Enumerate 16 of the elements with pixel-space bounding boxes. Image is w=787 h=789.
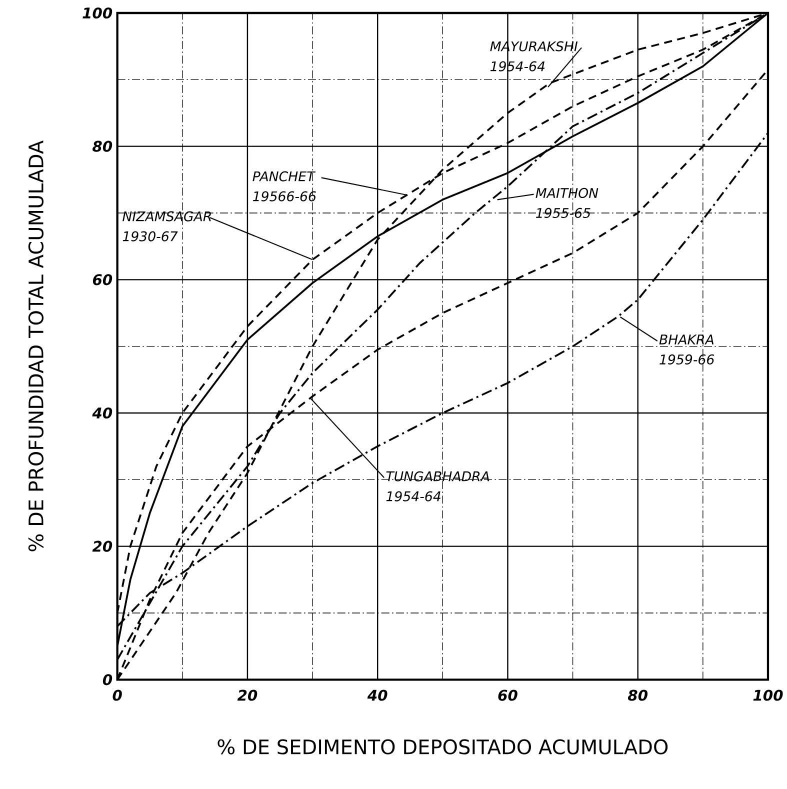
y-tick-label: 100	[82, 7, 112, 19]
y-tick-label: 40	[92, 407, 112, 419]
x-tick-label: 100	[753, 690, 783, 701]
x-tick-label: 80	[628, 690, 648, 701]
annotation: TUNGABHADRA 1954-64	[386, 471, 490, 502]
y-tick-label: 20	[92, 540, 112, 552]
x-tick-label: 60	[498, 690, 518, 701]
annotation: NIZAMSAGAR 1930-67	[122, 211, 212, 242]
x-tick-label: 0	[112, 690, 122, 701]
x-tick-label: 20	[238, 690, 258, 701]
x-tick-label: 40	[368, 690, 388, 701]
y-tick-label: 60	[93, 274, 112, 286]
y-tick-label: 0	[103, 674, 112, 686]
x-axis-title: % DE SEDIMENTO DEPOSITADO ACUMULADO	[218, 739, 668, 754]
y-tick-label: 80	[92, 140, 112, 152]
y-axis-title: % DE PROFUNDIDAD TOTAL ACUMULADA	[28, 140, 44, 552]
